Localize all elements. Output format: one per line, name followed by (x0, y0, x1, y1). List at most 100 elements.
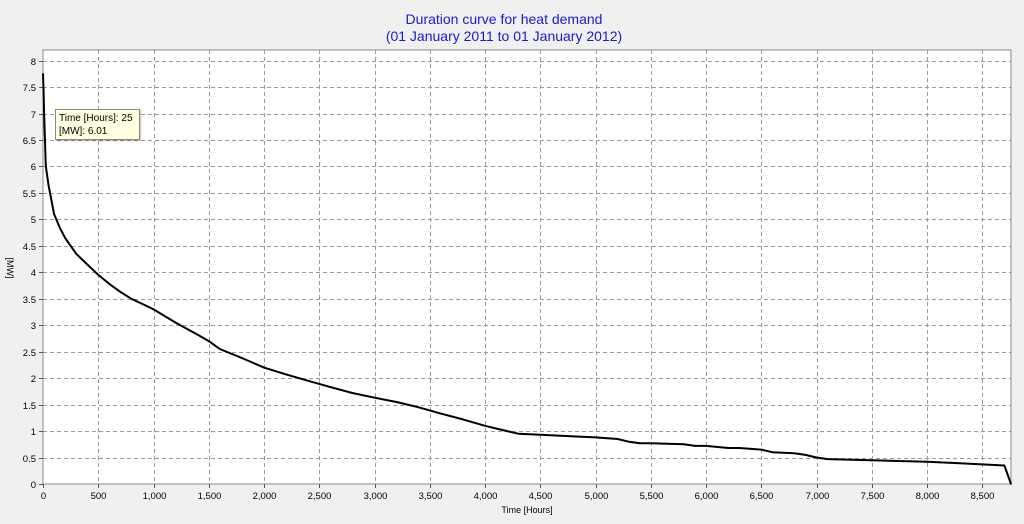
y-tick-label: 0.5 (23, 454, 36, 465)
data-point[interactable] (627, 440, 630, 443)
series-layer (42, 73, 1012, 485)
y-tick-label: 7.5 (23, 83, 36, 94)
x-tick-label: 4,000 (474, 491, 498, 502)
data-point[interactable] (738, 447, 740, 449)
data-point[interactable] (108, 283, 111, 285)
data-point[interactable] (694, 445, 696, 447)
data-point[interactable] (771, 451, 774, 454)
data-point[interactable] (42, 73, 44, 75)
data-point[interactable] (130, 298, 133, 300)
data-point[interactable] (75, 253, 77, 255)
y-tick-label: 4.5 (23, 242, 36, 253)
data-point[interactable] (219, 348, 221, 350)
data-point[interactable] (506, 430, 508, 432)
x-tick-label: 2,000 (253, 491, 277, 502)
y-axis-label: [MW] (5, 258, 15, 279)
data-point[interactable] (705, 445, 707, 447)
x-tick-label: 6,000 (695, 491, 719, 502)
data-tooltip: Time [Hours]: 25 [MW]: 6.01 (55, 109, 140, 140)
data-point[interactable] (1010, 483, 1012, 485)
x-tick-label: 6,500 (750, 491, 774, 502)
y-tick-label: 1.5 (23, 401, 36, 412)
data-point[interactable] (484, 425, 486, 427)
x-tick-label: 5,000 (585, 491, 609, 502)
x-tick-label: 8,500 (971, 491, 995, 502)
data-point[interactable] (462, 418, 464, 421)
chart-title-block: Duration curve for heat demand (01 Janua… (0, 11, 1008, 45)
data-point[interactable] (1003, 464, 1006, 467)
x-tick-label: 7,500 (861, 491, 885, 502)
y-tick-label: 4 (31, 268, 36, 279)
x-tick-label: 3,500 (419, 491, 443, 502)
data-point[interactable] (594, 436, 597, 439)
data-point[interactable] (948, 462, 950, 464)
x-tick-label: 8,000 (916, 491, 940, 502)
y-tick-label: 6 (31, 162, 36, 173)
data-point[interactable] (926, 461, 928, 463)
y-tick-label: 8 (31, 57, 36, 68)
x-tick-label: 1,500 (198, 491, 222, 502)
data-point[interactable] (141, 303, 144, 305)
x-axis-label: Time [Hours] (501, 505, 552, 515)
data-point[interactable] (307, 380, 310, 382)
data-point[interactable] (86, 263, 88, 266)
data-point[interactable] (373, 396, 376, 399)
data-point[interactable] (53, 213, 55, 215)
heat-demand-series-line[interactable] (42, 73, 1012, 485)
data-point[interactable] (638, 442, 641, 445)
y-tick-label: 2.5 (23, 348, 36, 359)
data-point[interactable] (616, 438, 619, 440)
x-tick-label: 4,500 (529, 491, 553, 502)
data-point[interactable] (263, 366, 265, 369)
axis-ticks: 0 500 1,000 1,500 2,000 2,500 3,000 3,500 4,000 4… (23, 57, 995, 502)
data-point[interactable] (727, 447, 729, 449)
tooltip-time: Time [Hours]: 25 (59, 113, 133, 124)
chart-subtitle: (01 January 2011 to 01 January 2012) (385, 28, 623, 44)
data-point[interactable] (793, 452, 796, 455)
data-point[interactable] (196, 333, 199, 336)
data-point[interactable] (351, 392, 354, 394)
x-tick-label: 500 (91, 491, 107, 502)
data-point[interactable] (64, 237, 66, 239)
data-point[interactable] (152, 308, 155, 311)
data-point[interactable] (329, 386, 332, 388)
data-point[interactable] (981, 463, 984, 466)
data-point[interactable] (517, 432, 519, 435)
y-tick-label: 0 (31, 480, 36, 491)
y-tick-label: 3 (31, 321, 36, 332)
data-point[interactable] (58, 226, 61, 229)
data-point[interactable] (42, 91, 45, 94)
data-point[interactable] (804, 454, 807, 456)
data-point[interactable] (826, 458, 829, 460)
y-tick-label: 2 (31, 374, 36, 385)
x-tick-label: 3,000 (364, 491, 388, 502)
data-point[interactable] (760, 448, 763, 451)
data-point[interactable] (43, 112, 45, 115)
y-tick-label: 5 (31, 215, 36, 226)
data-point[interactable] (395, 401, 398, 403)
y-tick-label: 1 (31, 427, 36, 438)
y-tick-label: 5.5 (23, 189, 36, 200)
y-tick-label: 7 (31, 110, 36, 121)
tooltip-value: [MW]: 6.01 (59, 126, 108, 137)
data-point[interactable] (47, 184, 50, 186)
data-point[interactable] (417, 406, 420, 409)
data-point[interactable] (45, 165, 47, 167)
data-point[interactable] (815, 456, 818, 459)
data-point[interactable] (241, 357, 243, 359)
data-point[interactable] (97, 274, 100, 276)
x-tick-label: 1,000 (143, 491, 167, 502)
data-point[interactable] (119, 291, 122, 293)
data-point[interactable] (572, 435, 575, 438)
data-point[interactable] (650, 442, 652, 445)
data-point[interactable] (174, 321, 177, 324)
data-point[interactable] (871, 459, 873, 462)
plot-area[interactable] (42, 49, 1012, 485)
data-point[interactable] (285, 373, 287, 376)
data-point[interactable] (208, 340, 210, 342)
data-point[interactable] (683, 443, 685, 446)
data-point[interactable] (440, 412, 442, 415)
y-tick-label: 3.5 (23, 295, 36, 306)
data-point[interactable] (539, 434, 542, 436)
